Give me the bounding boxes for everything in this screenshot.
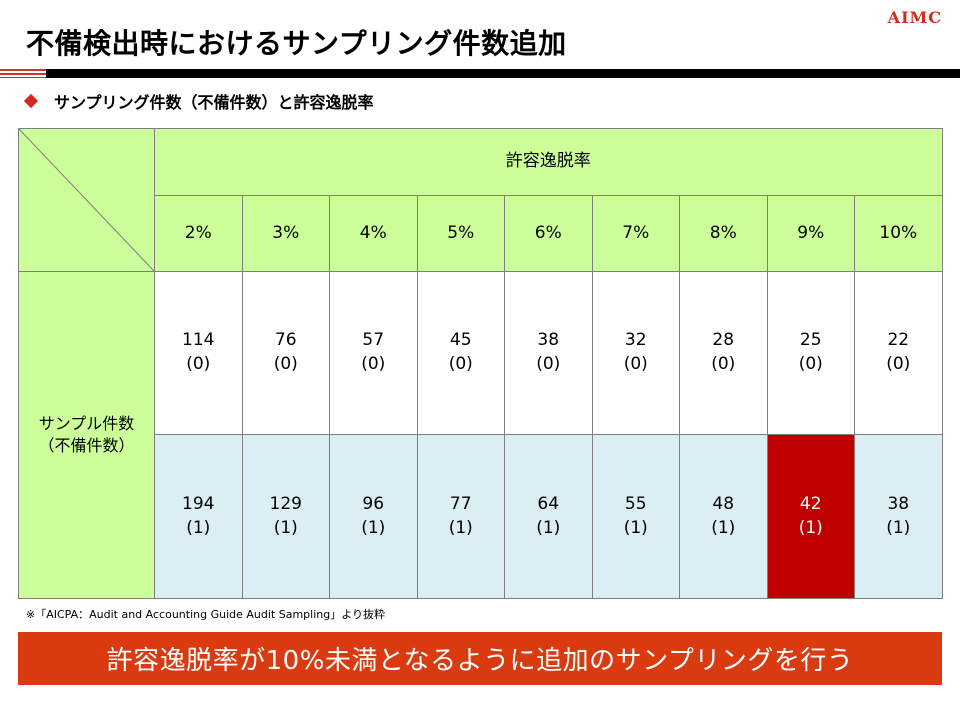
table-cell: 45 (0): [416, 271, 505, 435]
defect-count: (1): [536, 517, 561, 538]
defect-count: (0): [186, 354, 211, 374]
page-title: 不備検出時におけるサンプリング件数追加: [26, 27, 567, 60]
rate-header-7: 7%: [591, 195, 680, 272]
corner-cell: [18, 128, 155, 272]
table-cell: 32 (0): [591, 271, 680, 435]
sample-count: 114: [182, 330, 215, 351]
defect-count: (1): [361, 517, 386, 538]
table-cell: 96 (1): [329, 434, 418, 599]
rate-header-9: 9%: [766, 195, 855, 272]
defect-count: (0): [361, 354, 386, 374]
sample-count: 22: [887, 330, 910, 351]
defect-count: (0): [448, 354, 473, 374]
table-cell: 22 (0): [854, 271, 943, 435]
section-heading-text: サンプリング件数（不備件数）と許容逸脱率: [54, 93, 374, 112]
table-cell: 25 (0): [766, 271, 855, 435]
company-logo: AIMC: [887, 8, 942, 27]
sample-count: 28: [712, 330, 735, 351]
table-cell: 129 (1): [241, 434, 330, 599]
sample-count: 38: [887, 493, 910, 514]
defect-count: (0): [623, 354, 648, 374]
table-cell: 114 (0): [154, 271, 243, 435]
sample-count: 45: [449, 330, 472, 351]
table-cell: 48 (1): [679, 434, 768, 599]
rate-header-8: 8%: [679, 195, 768, 272]
source-note: ※「AICPA：Audit and Accounting Guide Audit…: [26, 608, 385, 621]
row-label-line2: （不備件数）: [38, 436, 135, 455]
sample-count: 25: [799, 330, 822, 351]
defect-count: (0): [798, 354, 823, 374]
sample-count: 129: [269, 493, 302, 514]
table-cell: 57 (0): [329, 271, 418, 435]
sample-count: 76: [274, 330, 297, 351]
table-cell: 28 (0): [679, 271, 768, 435]
table-cell: 77 (1): [416, 434, 505, 599]
sample-count: 64: [537, 493, 560, 514]
sample-count: 57: [362, 330, 385, 351]
defect-count: (1): [798, 517, 823, 538]
defect-count: (0): [536, 354, 561, 374]
defect-count: (1): [623, 517, 648, 538]
table-cell: 194 (1): [154, 434, 243, 599]
conclusion-banner: 許容逸脱率が10%未満となるように追加のサンプリングを行う: [18, 632, 942, 685]
conclusion-banner-text: 許容逸脱率が10%未満となるように追加のサンプリングを行う: [106, 646, 854, 676]
sample-count: 48: [712, 493, 735, 514]
rate-header-5: 5%: [416, 195, 505, 272]
defect-count: (1): [186, 517, 211, 538]
sample-count: 194: [182, 493, 215, 514]
defect-count: (0): [886, 354, 911, 374]
sample-count: 32: [624, 330, 647, 351]
defect-count: (0): [711, 354, 736, 374]
rate-header-4: 4%: [329, 195, 418, 272]
sampling-table: 許容逸脱率 2% 3% 4% 5% 6% 7% 8% 9% 10% サンプル件数…: [18, 128, 943, 599]
rate-header-3: 3%: [241, 195, 330, 272]
sample-count: 38: [537, 330, 560, 351]
table-cell: 38 (0): [504, 271, 593, 435]
sample-count: 77: [449, 493, 472, 514]
defect-count: (1): [711, 517, 736, 538]
table-cell: 64 (1): [504, 434, 593, 599]
diamond-bullet-icon: [23, 93, 39, 109]
row-label-line1: サンプル件数: [38, 413, 135, 433]
table-cell: 55 (1): [591, 434, 680, 599]
rate-header-6: 6%: [504, 195, 593, 272]
table-cell: 76 (0): [241, 271, 330, 435]
sample-count: 42: [799, 493, 822, 514]
rate-header-2: 2%: [154, 195, 243, 272]
sample-count: 96: [362, 493, 385, 514]
title-underline: [46, 69, 960, 78]
defect-count: (1): [273, 517, 298, 538]
row-label-cell: サンプル件数 （不備件数）: [18, 271, 155, 599]
defect-count: (0): [273, 354, 298, 374]
defect-count: (1): [448, 517, 473, 538]
title-underline-accent: [0, 69, 46, 78]
sample-count: 55: [624, 493, 647, 514]
header-group-cell: 許容逸脱率: [154, 128, 943, 196]
rate-header-10: 10%: [854, 195, 943, 272]
highlighted-cell: 42 (1): [766, 434, 855, 599]
section-heading: サンプリング件数（不備件数）と許容逸脱率: [22, 89, 374, 113]
table-cell: 38 (1): [854, 434, 943, 599]
diagonal-line-icon: [19, 129, 154, 271]
defect-count: (1): [886, 517, 911, 538]
